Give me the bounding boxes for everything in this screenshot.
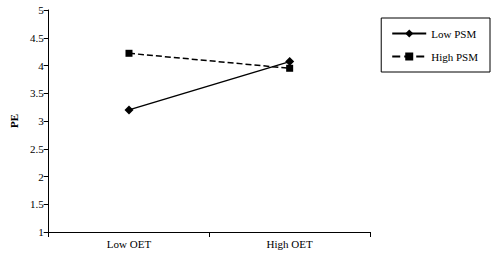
svg-text:1: 1	[38, 226, 44, 238]
svg-text:3.5: 3.5	[30, 87, 44, 99]
svg-text:PE: PE	[8, 114, 20, 128]
svg-text:High OET: High OET	[267, 238, 313, 250]
svg-text:3: 3	[38, 115, 44, 127]
svg-text:Low PSM: Low PSM	[431, 28, 476, 40]
svg-text:2.5: 2.5	[30, 143, 44, 155]
svg-text:4.5: 4.5	[30, 32, 44, 44]
svg-text:4: 4	[38, 60, 44, 72]
svg-text:Low OET: Low OET	[107, 238, 152, 250]
svg-text:5: 5	[38, 4, 44, 16]
svg-text:High PSM: High PSM	[431, 51, 478, 63]
svg-text:1.5: 1.5	[30, 198, 44, 210]
svg-text:2: 2	[38, 171, 44, 183]
